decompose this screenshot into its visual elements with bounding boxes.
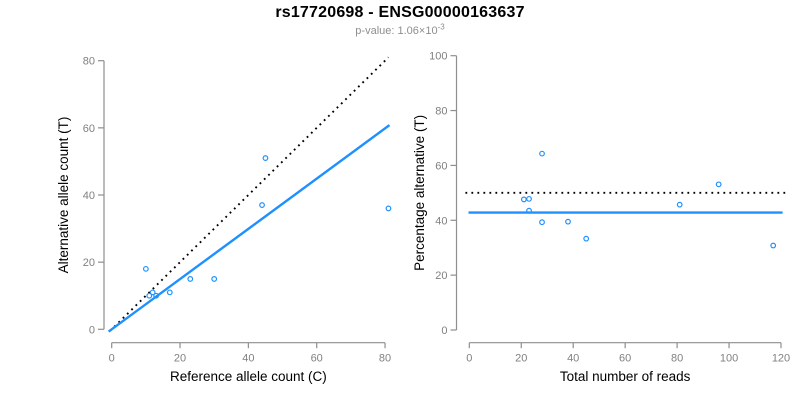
pvalue-exponent: -3 bbox=[437, 22, 445, 32]
data-point bbox=[520, 196, 527, 203]
data-point bbox=[259, 202, 265, 208]
x-tick-label: 40 bbox=[567, 353, 579, 365]
y-tick-label: 60 bbox=[83, 123, 95, 135]
y-tick-label: 80 bbox=[435, 106, 447, 118]
y-tick-label: 0 bbox=[89, 324, 95, 336]
data-point bbox=[153, 292, 160, 299]
x-axis-title: Total number of reads bbox=[560, 369, 691, 384]
y-tick-label: 100 bbox=[429, 51, 447, 63]
data-point bbox=[539, 219, 545, 226]
x-tick-label: 60 bbox=[619, 353, 631, 365]
x-tick-label: 0 bbox=[466, 353, 472, 365]
pvalue-text: p-value: 1.06×10 bbox=[355, 25, 438, 37]
data-point bbox=[715, 181, 722, 188]
data-point bbox=[583, 235, 590, 242]
data-point bbox=[187, 276, 194, 282]
y-tick-label: 20 bbox=[435, 270, 447, 282]
data-point bbox=[146, 292, 153, 299]
x-tick-label: 40 bbox=[242, 353, 254, 365]
page-title: rs17720698 - ENSG00000163637 bbox=[275, 4, 525, 21]
data-point bbox=[142, 265, 149, 272]
x-tick-label: 20 bbox=[515, 353, 527, 365]
data-point bbox=[149, 289, 156, 296]
panel-allele-counts: 0 20 40 60 80 0 20 40 60 80 Reference allele count… bbox=[56, 56, 392, 384]
pvalue-subtitle: p-value: 1.06×10-3 bbox=[0, 22, 800, 37]
y-tick-label: 40 bbox=[83, 190, 95, 202]
x-tick-label: 120 bbox=[772, 353, 790, 365]
y-tick-label: 60 bbox=[435, 160, 447, 172]
data-point bbox=[211, 276, 218, 282]
data-point bbox=[166, 289, 173, 296]
y-axis-title: Percentage alternative (T) bbox=[412, 115, 427, 271]
data-point bbox=[565, 218, 571, 225]
x-axis-title: Reference allele count (C) bbox=[170, 369, 327, 384]
y-axis-title: Alternative allele count (T) bbox=[56, 117, 71, 274]
x-tick-label: 0 bbox=[109, 353, 115, 365]
y-tick-label: 40 bbox=[435, 215, 447, 227]
data-point bbox=[385, 205, 392, 212]
x-tick-label: 80 bbox=[671, 353, 683, 365]
x-tick-label: 60 bbox=[311, 353, 323, 365]
data-point bbox=[770, 242, 777, 249]
x-tick-label: 20 bbox=[174, 353, 186, 365]
y-tick-label: 80 bbox=[83, 56, 95, 68]
x-tick-label: 100 bbox=[720, 353, 738, 365]
data-point bbox=[676, 201, 683, 208]
fit-line bbox=[107, 124, 391, 333]
x-tick-label: 80 bbox=[379, 353, 391, 365]
data-point bbox=[526, 207, 532, 214]
y-tick-label: 20 bbox=[83, 257, 95, 269]
data-point bbox=[526, 195, 532, 202]
panel-percentage-vs-coverage: 0 20 40 60 80 100 0 20 40 60 80 100 120 Total number … bbox=[412, 51, 790, 384]
data-point bbox=[539, 150, 545, 157]
data-point bbox=[262, 155, 269, 161]
identity-line bbox=[109, 56, 390, 332]
y-tick-label: 0 bbox=[441, 325, 447, 337]
